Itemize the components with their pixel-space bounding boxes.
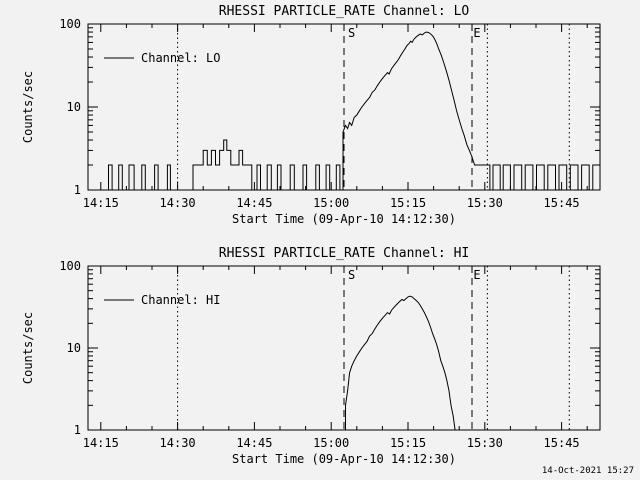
x-tick-label: 14:15 (83, 196, 119, 210)
counts-series-line (88, 31, 600, 191)
y-tick-label: 10 (67, 341, 81, 355)
event-flag-label: E (473, 268, 480, 282)
y-tick-label: 100 (59, 17, 81, 31)
y-tick-label: 1 (74, 183, 81, 197)
y-axis-label: Counts/sec (21, 71, 35, 143)
event-flag-label: S (348, 268, 355, 282)
x-tick-label: 15:45 (544, 436, 580, 450)
chart-title: RHESSI PARTICLE_RATE Channel: HI (219, 246, 469, 261)
x-tick-label: 15:00 (313, 436, 349, 450)
legend-label: Channel: LO (141, 51, 220, 65)
y-axis-label: Counts/sec (21, 312, 35, 384)
x-tick-label: 14:30 (160, 436, 196, 450)
x-tick-label: 15:15 (390, 436, 426, 450)
y-tick-label: 10 (67, 100, 81, 114)
x-tick-label: 15:30 (467, 196, 503, 210)
plot-creation-timestamp: 14-Oct-2021 15:27 (541, 466, 634, 476)
legend-label: Channel: HI (141, 293, 220, 307)
x-axis-label: Start Time (09-Apr-10 14:12:30) (232, 212, 456, 226)
x-tick-label: 14:30 (160, 196, 196, 210)
x-tick-label: 14:45 (236, 196, 272, 210)
x-axis-label: Start Time (09-Apr-10 14:12:30) (232, 452, 456, 466)
x-tick-label: 15:30 (467, 436, 503, 450)
event-flag-label: S (348, 26, 355, 40)
x-tick-label: 15:15 (390, 196, 426, 210)
counts-series-line (88, 295, 600, 431)
x-tick-label: 14:15 (83, 436, 119, 450)
y-tick-label: 100 (59, 259, 81, 273)
y-tick-label: 1 (74, 423, 81, 437)
x-tick-label: 15:45 (544, 196, 580, 210)
chart-title: RHESSI PARTICLE_RATE Channel: LO (219, 4, 470, 19)
x-tick-label: 14:45 (236, 436, 272, 450)
event-flag-label: E (473, 26, 480, 40)
x-tick-label: 15:00 (313, 196, 349, 210)
